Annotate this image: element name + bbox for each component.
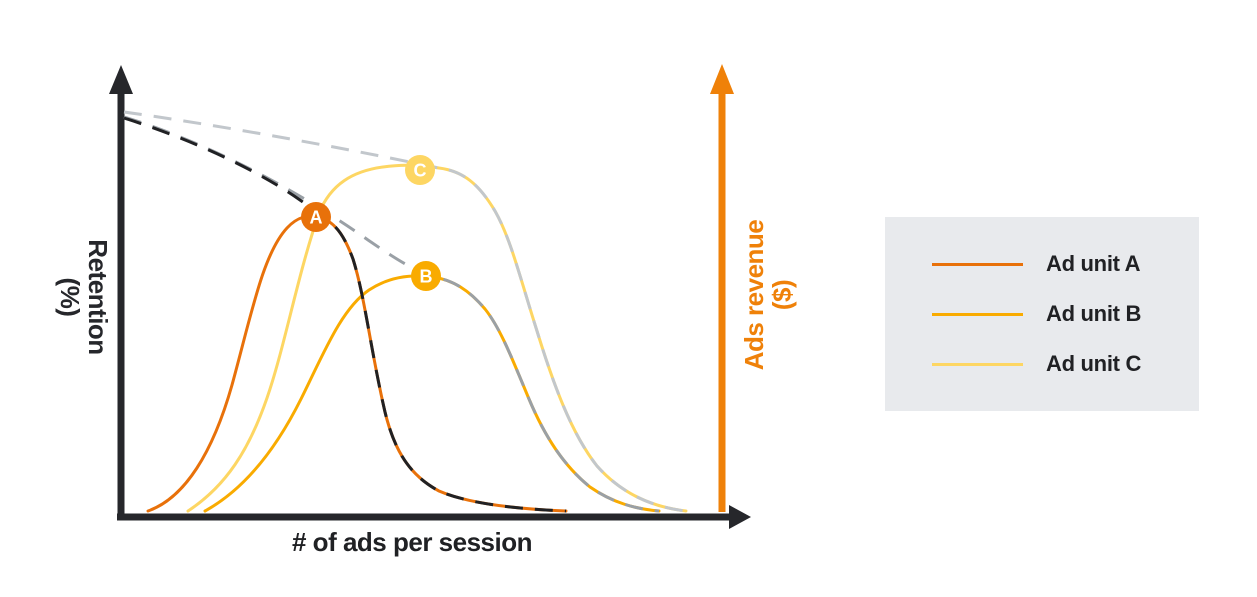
legend-item-ad-unit-c: Ad unit C — [885, 339, 1199, 389]
y-axis-right — [710, 64, 734, 512]
legend-label-ad-unit-c: Ad unit C — [1046, 351, 1142, 376]
y-axis-left-title-line2: (%) — [55, 277, 85, 317]
marker-a-label: A — [310, 208, 323, 228]
y-axis-right-title-line2: ($) — [767, 279, 797, 311]
marker-b-circle — [411, 261, 441, 291]
marker-c: C — [405, 155, 435, 185]
revenue-curve-ad-unit-a — [146, 214, 568, 513]
marker-a: A — [301, 202, 331, 232]
y-axis-right-title-line1: Ads revenue — [739, 219, 769, 371]
marker-c-label: C — [414, 161, 427, 181]
retention-curve-ad-unit-c — [123, 110, 687, 513]
legend: Ad unit A Ad unit B Ad unit C — [885, 217, 1199, 411]
marker-b: B — [411, 261, 441, 291]
legend-line-ad-unit-a — [932, 262, 1023, 266]
y-axis-left — [109, 65, 133, 514]
x-axis — [117, 505, 751, 529]
marker-c-circle — [405, 155, 435, 185]
x-axis-title: # of ads per session — [292, 527, 532, 557]
legend-line-ad-unit-c — [932, 362, 1023, 366]
y-axis-left-arrowhead-icon — [109, 65, 133, 94]
y-axis-right-arrowhead-icon — [710, 64, 734, 94]
legend-label-ad-unit-a: Ad unit A — [1046, 251, 1141, 276]
retention-curve-ad-unit-b — [123, 115, 660, 513]
legend-item-ad-unit-a: Ad unit A — [885, 239, 1199, 289]
y-axis-left-title: Retention (%) — [55, 217, 113, 377]
y-axis-right-title: Ads revenue ($) — [739, 195, 797, 395]
legend-line-ad-unit-b — [932, 312, 1023, 316]
revenue-curve-ad-unit-b — [203, 274, 661, 513]
marker-b-label: B — [420, 267, 433, 287]
y-axis-left-title-line1: Retention — [83, 239, 113, 355]
legend-item-ad-unit-b: Ad unit B — [885, 289, 1199, 339]
marker-a-circle — [301, 202, 331, 232]
legend-label-ad-unit-b: Ad unit B — [1046, 301, 1142, 326]
x-axis-arrowhead-icon — [729, 505, 751, 529]
